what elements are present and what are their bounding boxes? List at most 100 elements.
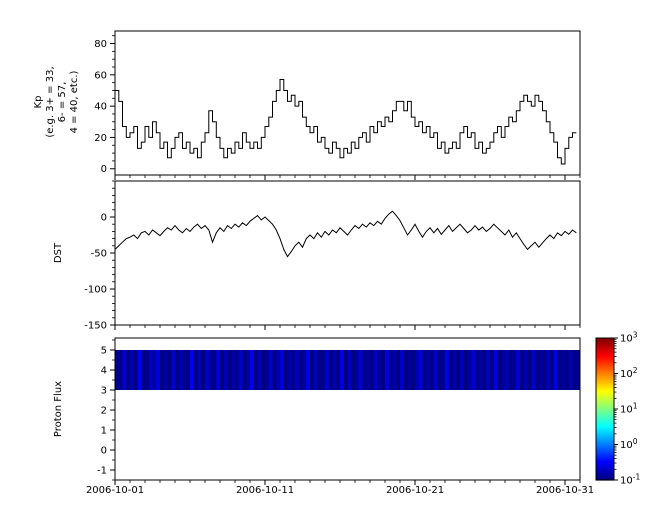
proton-flux-stripe	[527, 350, 532, 390]
colorbar-gradient	[596, 372, 614, 375]
proton-flux-stripe	[452, 350, 457, 390]
colorbar-gradient	[596, 391, 614, 394]
colorbar-tick-label: 100	[620, 437, 638, 451]
proton-flux-stripe	[246, 350, 251, 390]
proton-flux-stripe	[190, 350, 195, 390]
colorbar-gradient	[596, 375, 614, 378]
colorbar-gradient	[596, 360, 614, 363]
panel-frame	[114, 337, 581, 481]
y-tick-label: 3	[101, 386, 107, 397]
proton-flux-stripe	[366, 350, 371, 390]
colorbar-gradient	[596, 378, 614, 381]
proton-flux-stripe	[561, 350, 566, 390]
proton-flux-stripe	[261, 350, 266, 390]
y-tick-label: -100	[84, 285, 107, 296]
proton-flux-stripe	[407, 350, 412, 390]
colorbar-gradient	[596, 355, 614, 358]
proton-flux-stripe	[276, 350, 281, 390]
colorbar-gradient	[596, 341, 614, 344]
colorbar-gradient	[596, 465, 614, 468]
proton-flux-stripe	[130, 350, 135, 390]
proton-flux-stripe	[568, 350, 573, 390]
proton-flux-stripe	[557, 350, 562, 390]
proton-flux-stripe	[535, 350, 540, 390]
colorbar-gradient	[596, 446, 614, 449]
proton-flux-stripe	[565, 350, 570, 390]
colorbar-gradient	[596, 390, 614, 392]
colorbar-gradient	[596, 348, 614, 351]
colorbar-gradient	[596, 371, 614, 373]
proton-flux-stripe	[336, 350, 341, 390]
proton-flux-stripe	[520, 350, 525, 390]
proton-flux-stripe	[475, 350, 480, 390]
proton-flux-stripe	[433, 350, 438, 390]
proton-flux-stripe	[253, 350, 258, 390]
colorbar-gradient	[596, 429, 614, 431]
proton-flux-stripe	[403, 350, 408, 390]
proton-flux-stripe	[328, 350, 333, 390]
colorbar-gradient	[596, 440, 614, 443]
kp-axis-label-line: 4 = 40, etc.)	[69, 70, 80, 134]
colorbar-gradient	[596, 466, 614, 469]
proton-flux-stripe	[411, 350, 416, 390]
colorbar-tick-label: 103	[620, 331, 638, 345]
colorbar-gradient	[596, 431, 614, 434]
proton-flux-stripe	[542, 350, 547, 390]
proton-flux-stripe	[385, 350, 390, 390]
colorbar-gradient	[596, 409, 614, 411]
proton-flux-stripe	[317, 350, 322, 390]
colorbar-gradient	[596, 386, 614, 389]
proton-flux-stripe	[441, 350, 446, 390]
proton-flux-stripe	[167, 350, 172, 390]
proton-flux-stripe	[141, 350, 146, 390]
colorbar-gradient	[596, 450, 614, 453]
proton-flux-stripe	[370, 350, 375, 390]
colorbar-gradient	[596, 384, 614, 386]
proton-flux-stripe	[321, 350, 326, 390]
colorbar-gradient	[596, 451, 614, 454]
proton-flux-stripe	[478, 350, 483, 390]
proton-flux-stripe	[216, 350, 221, 390]
proton-flux-stripe	[193, 350, 198, 390]
proton-flux-stripe	[490, 350, 495, 390]
colorbar-gradient	[596, 342, 614, 345]
kp-axis-label: Kp (e.g. 3+ = 33, 6- = 57, 4 = 40, etc.)	[33, 42, 81, 162]
colorbar-gradient	[596, 435, 614, 437]
colorbar-gradient	[596, 452, 614, 455]
colorbar-gradient	[596, 354, 614, 357]
colorbar-gradient	[596, 368, 614, 371]
colorbar-gradient	[596, 444, 614, 447]
colorbar-tick-label: 10-1	[620, 473, 640, 487]
colorbar-gradient	[596, 413, 614, 416]
colorbar-gradient	[596, 404, 614, 407]
kp-line	[115, 79, 577, 165]
proton-flux-stripe	[460, 350, 465, 390]
proton-flux-stripe	[418, 350, 423, 390]
colorbar-gradient	[596, 338, 614, 340]
colorbar-gradient	[596, 411, 614, 414]
proton-flux-stripe	[265, 350, 270, 390]
y-tick-label: 60	[94, 70, 107, 81]
colorbar-gradient	[596, 464, 614, 467]
colorbar-gradient	[596, 405, 614, 408]
colorbar-gradient	[596, 418, 614, 421]
colorbar-gradient	[596, 398, 614, 401]
colorbar-gradient	[596, 400, 614, 403]
colorbar-gradient	[596, 410, 614, 412]
proton-flux-stripe	[118, 350, 123, 390]
proton-flux-stripe	[137, 350, 142, 390]
proton-flux-stripe	[238, 350, 243, 390]
proton-flux-stripe	[463, 350, 468, 390]
panel-frame	[114, 30, 581, 176]
proton-flux-stripe	[377, 350, 382, 390]
proton-flux-stripe	[175, 350, 180, 390]
proton-flux-stripe	[208, 350, 213, 390]
colorbar-gradient	[596, 412, 614, 415]
proton-flux-stripe	[505, 350, 510, 390]
proton-flux-stripe	[122, 350, 127, 390]
colorbar-gradient	[596, 394, 614, 397]
colorbar-gradient	[596, 436, 614, 438]
panel-frame	[114, 180, 581, 326]
colorbar-gradient	[596, 339, 614, 341]
